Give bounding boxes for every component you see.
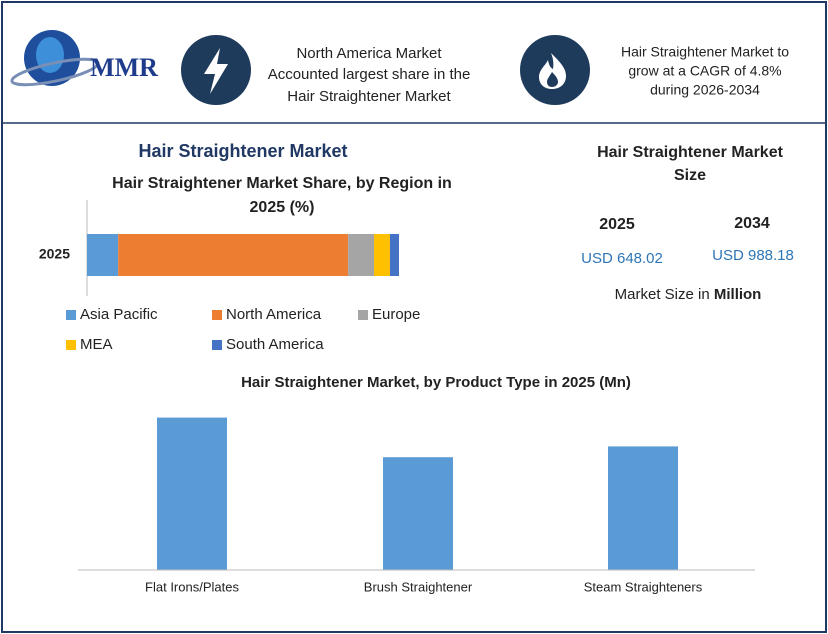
highlight-text: Hair Straightener Market to [621,44,789,60]
highlight-text: North America Market [296,45,442,62]
legend-label: South America [226,336,324,353]
size-title: Hair Straightener Market [597,144,784,161]
bar [157,417,227,570]
bar-segment [348,234,375,276]
logo-text: MMR [90,53,158,82]
bar [608,446,678,570]
highlight-text: Accounted largest share in the [268,66,471,83]
highlight-text: grow at a CAGR of 4.8% [628,63,781,79]
year-label: 2025 [599,216,635,233]
legend-swatch [66,310,76,320]
logo [10,30,100,87]
legend-label: North America [226,306,322,323]
year-label: 2034 [734,215,770,232]
bar-segment [87,234,119,276]
bar-segment [389,234,399,276]
section-title: Hair Straightener Market [138,141,347,161]
x-tick-label: Flat Irons/Plates [145,579,239,594]
note-unit: Million [714,286,762,303]
bar-segment [118,234,349,276]
size-value: USD 988.18 [712,247,794,264]
bolt-icon [204,48,228,94]
bar-segment [374,234,390,276]
legend-label: MEA [80,336,113,353]
legend-label: Asia Pacific [80,306,158,323]
highlight-text: Hair Straightener Market [287,88,451,105]
flame-icon [539,53,566,89]
x-tick-label: Steam Straighteners [584,579,703,594]
legend-swatch [358,310,368,320]
size-note: Market Size in Million [615,286,762,303]
chart-title: Hair Straightener Market Share, by Regio… [112,175,452,192]
legend-swatch [212,340,222,350]
legend-label: Europe [372,306,420,323]
flame-inner [547,72,558,87]
legend-swatch [66,340,76,350]
bar [383,457,453,570]
note-text: Market Size in [615,286,710,303]
legend-swatch [212,310,222,320]
chart-title: 2025 (%) [250,199,315,216]
size-title: Size [674,167,706,184]
y-tick-label: 2025 [39,246,70,262]
highlight-text: during 2026-2034 [650,82,760,98]
chart-title: Hair Straightener Market, by Product Typ… [241,374,631,391]
size-value: USD 648.02 [581,250,663,267]
x-tick-label: Brush Straightener [364,579,473,594]
